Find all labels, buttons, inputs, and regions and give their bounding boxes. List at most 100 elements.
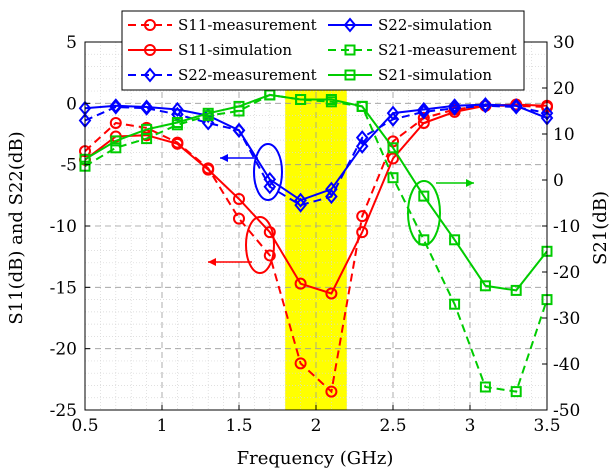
data-point-marker [387, 172, 399, 184]
right-y-tick-label: -40 [553, 355, 580, 375]
data-point-marker [386, 105, 400, 121]
data-point-marker [171, 117, 183, 128]
right-y-tick-label: -20 [553, 263, 580, 283]
data-point-marker [449, 234, 461, 246]
legend: S11-measurement S22-simulation S11-simulat… [121, 10, 525, 91]
data-point-marker [141, 123, 153, 135]
x-tick-label: 0.5 [71, 416, 98, 436]
data-point-marker [509, 98, 523, 114]
s22-annotation-ellipse [253, 143, 283, 201]
data-point-marker [510, 386, 522, 398]
data-point-marker [344, 44, 356, 56]
data-point-marker [510, 284, 522, 296]
left-y-tick-label: -20 [50, 340, 77, 360]
x-tick-label: 2 [311, 416, 322, 436]
tick-layer: 0.5 1 1.5 2 2.5 3 3.5-25-20-15-10-505-50-40-30… [50, 33, 581, 436]
data-point-marker [294, 192, 307, 208]
data-point-marker [325, 94, 337, 105]
data-point-marker [171, 137, 184, 150]
data-point-marker [325, 188, 338, 205]
data-point-marker [479, 96, 492, 113]
data-point-marker [263, 179, 277, 195]
data-point-marker [325, 181, 338, 197]
data-point-marker [355, 138, 369, 154]
data-point-marker [140, 99, 153, 115]
data-point-marker [387, 142, 399, 154]
data-point-marker [343, 17, 357, 33]
data-point-marker [233, 212, 245, 225]
s11-annotation-ellipse [245, 216, 275, 274]
left-y-tick-label: 0 [66, 94, 77, 114]
x-tick-label: 3 [465, 416, 476, 436]
legend-label: S11-measurement [178, 16, 317, 34]
data-point-marker [387, 152, 399, 165]
right-y-tick-label: -50 [553, 401, 580, 421]
data-point-marker [356, 210, 369, 223]
series-line [84, 93, 548, 292]
right-y-tick-label: -30 [553, 309, 580, 329]
data-point-marker [356, 226, 369, 239]
left-y-tick-label: -15 [50, 278, 77, 298]
right-y-tick-label: -10 [553, 217, 580, 237]
left-y-axis-title: S11(dB) and S22(dB) [6, 131, 27, 324]
legend-item-s22-measurement: S22-measurement [128, 66, 317, 84]
annotation-arrowhead [466, 179, 474, 187]
data-point-marker [143, 67, 157, 83]
legend-item-s11-simulation: S11-simulation [128, 41, 292, 59]
series-s22-simulation [78, 96, 554, 208]
data-point-marker [448, 98, 461, 114]
annotation-arrowhead [208, 258, 216, 266]
legend-item-s22-simulation: S22-simulation [328, 16, 492, 34]
data-point-marker [325, 385, 338, 398]
data-point-marker [355, 130, 369, 146]
x-tick-label: 3.5 [533, 416, 560, 436]
legend-label: S22-measurement [178, 66, 317, 84]
data-point-marker [144, 44, 156, 56]
data-point-marker [109, 98, 123, 114]
data-point-marker [233, 100, 245, 112]
right-y-axis-title: S21(dB) [590, 191, 611, 265]
left-y-tick-label: -25 [50, 401, 77, 421]
data-point-marker [356, 100, 368, 112]
s21-annotation-ellipse [407, 180, 441, 246]
right-y-tick-label: 20 [553, 79, 575, 99]
series-s21-simulation [79, 89, 553, 296]
data-point-marker [418, 234, 430, 246]
data-point-marker [202, 163, 215, 176]
data-point-marker [171, 101, 184, 118]
x-tick-label: 1.5 [225, 416, 252, 436]
left-y-tick-label: -10 [50, 217, 77, 237]
data-point-marker [417, 101, 431, 118]
data-point-marker [294, 357, 307, 370]
legend-box [121, 10, 525, 91]
data-point-marker [263, 171, 277, 187]
left-y-tick-label: -5 [60, 156, 77, 176]
data-point-marker [344, 69, 356, 81]
data-point-marker [479, 381, 491, 393]
series-line [84, 103, 548, 295]
data-point-marker [295, 94, 307, 105]
data-point-marker [232, 122, 246, 138]
right-y-tick-label: 30 [553, 33, 575, 53]
data-point-marker [448, 105, 461, 118]
left-y-tick-label: 5 [66, 33, 77, 53]
data-point-marker [110, 135, 122, 147]
data-point-marker [294, 277, 307, 290]
x-tick-label: 2.5 [379, 416, 406, 436]
data-point-marker [109, 116, 122, 129]
data-point-marker [449, 298, 461, 310]
legend-label: S22-simulation [378, 16, 492, 34]
annotation-arrowhead [220, 154, 228, 162]
data-point-marker [110, 142, 122, 154]
series-line [84, 103, 548, 202]
data-point-marker [233, 193, 245, 206]
right-y-tick-label: 10 [553, 125, 575, 145]
legend-label: S21-simulation [378, 66, 492, 84]
legend-item-s21-simulation: S21-simulation [328, 66, 492, 84]
data-point-marker [325, 287, 338, 300]
legend-item-s11-measurement: S11-measurement [128, 16, 317, 34]
x-axis-title: Frequency (GHz) [237, 448, 394, 469]
series-line [84, 104, 548, 207]
data-point-marker [263, 249, 276, 262]
